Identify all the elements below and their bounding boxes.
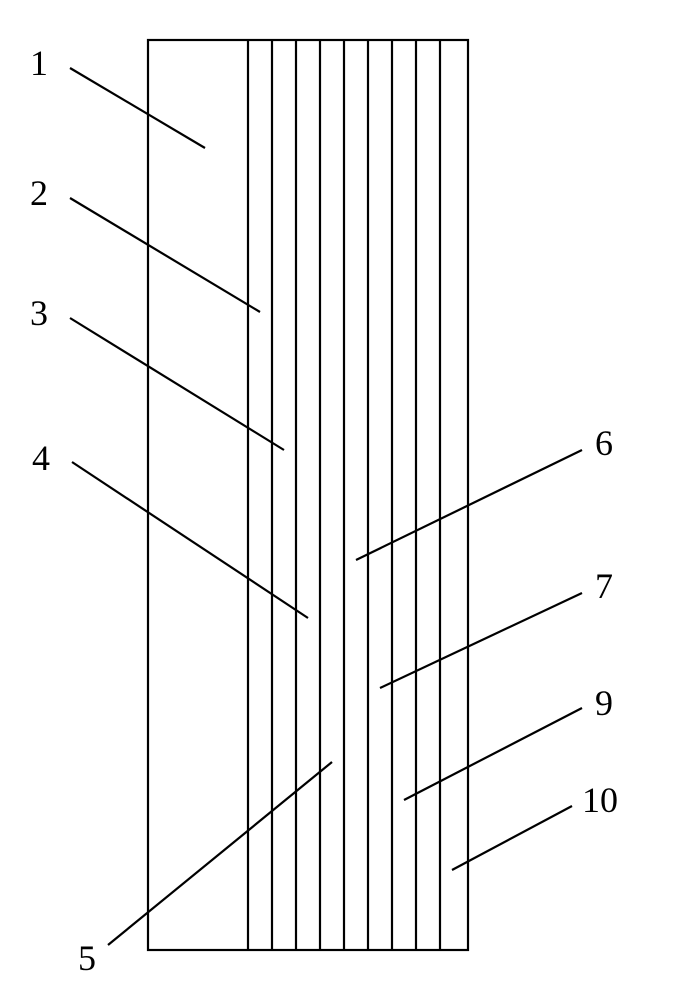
callout-label-3: 3 <box>30 293 48 333</box>
leader-line-1 <box>70 68 205 148</box>
leader-line-3 <box>70 318 284 450</box>
callout-label-7: 7 <box>595 566 613 606</box>
leader-line-9 <box>404 708 582 800</box>
callout-label-9: 9 <box>595 683 613 723</box>
callout-label-6: 6 <box>595 423 613 463</box>
callout-label-2: 2 <box>30 173 48 213</box>
leader-line-5 <box>108 762 332 945</box>
layer-stack-outline <box>148 40 468 950</box>
callout-label-5: 5 <box>78 938 96 978</box>
leader-line-7 <box>380 593 582 688</box>
callout-label-4: 4 <box>32 438 50 478</box>
leader-line-10 <box>452 806 572 870</box>
leader-line-2 <box>70 198 260 312</box>
callout-label-10: 10 <box>582 780 618 820</box>
callout-label-1: 1 <box>30 43 48 83</box>
